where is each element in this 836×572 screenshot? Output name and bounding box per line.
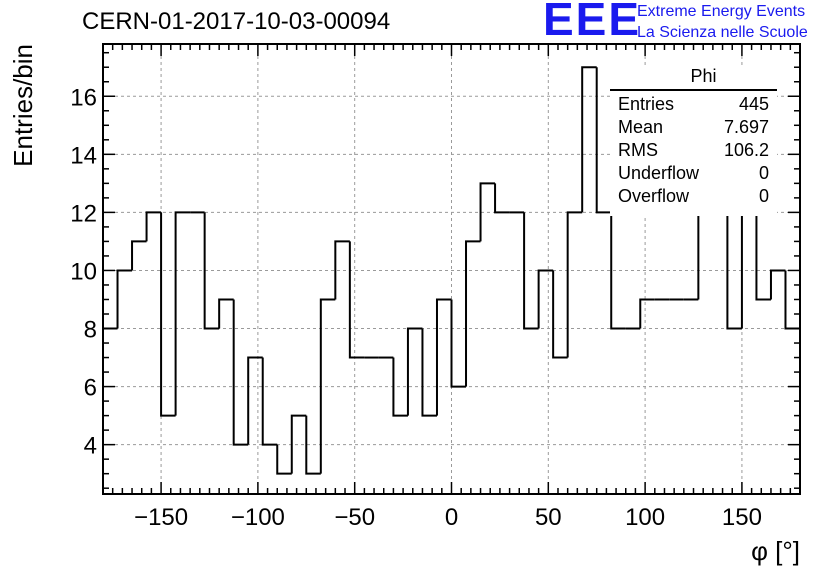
- y-axis-label: Entries/bin: [8, 44, 38, 167]
- histogram-bin: [421, 328, 437, 417]
- stats-row-label: Mean: [618, 117, 663, 137]
- y-tick-label: 8: [84, 317, 97, 344]
- histogram-bin: [450, 299, 467, 388]
- histogram-bin: [639, 298, 655, 329]
- stats-row-value: 0: [759, 186, 769, 206]
- x-tick-label: −50: [334, 504, 375, 531]
- chart-title: CERN-01-2017-10-03-00094: [82, 8, 391, 35]
- y-tick-label: 14: [70, 142, 97, 169]
- histogram-bin: [203, 212, 220, 330]
- histogram-bin: [160, 212, 176, 417]
- histogram-bin: [435, 298, 452, 416]
- x-tick-label: −150: [134, 504, 188, 531]
- histogram-bin: [218, 298, 234, 329]
- histogram-bin: [537, 269, 554, 329]
- histogram-bin: [247, 356, 263, 445]
- histogram-bin: [290, 414, 307, 474]
- y-tick-label: 16: [70, 84, 97, 111]
- stats-row-value: 0: [759, 163, 769, 183]
- histogram-bin: [334, 240, 350, 300]
- histogram-bin: [769, 269, 786, 300]
- histogram-bin: [319, 298, 336, 474]
- eee-logo-mark: EEE: [543, 0, 642, 45]
- histogram-bin: [116, 269, 133, 329]
- histogram-bin: [479, 182, 496, 242]
- x-tick-label: 0: [445, 504, 458, 531]
- histogram-bin: [348, 241, 365, 359]
- histogram-bin: [566, 211, 583, 358]
- stats-box-name: Phi: [690, 66, 716, 86]
- histogram-bin: [261, 357, 278, 446]
- axes: [102, 43, 801, 495]
- histogram-bin: [740, 211, 757, 329]
- x-tick-label: −100: [231, 504, 285, 531]
- x-tick-label: 150: [722, 504, 762, 531]
- histogram-bin: [581, 66, 597, 213]
- histogram-bin: [174, 211, 191, 416]
- x-tick-label: 100: [625, 504, 665, 531]
- histogram-bin: [276, 444, 292, 475]
- histogram-bin: [552, 270, 568, 359]
- histogram-bin: [305, 415, 321, 475]
- y-tick-label: 10: [70, 258, 97, 285]
- stats-box: Phi Entries 445 Mean 7.697 RMS 106.2 Underflow 0…: [610, 66, 777, 216]
- stats-row-value: 7.697: [724, 117, 769, 137]
- stats-row-label: Overflow: [618, 186, 690, 206]
- stats-row-label: Entries: [618, 94, 674, 114]
- histogram-bin: [523, 212, 539, 330]
- y-tick-label: 4: [84, 433, 97, 460]
- histogram-bin: [102, 327, 118, 494]
- axis-labels: −150 −100 −50 0 50 100 150 4 6 8 10 12 14 16 φ [°] Entr…: [8, 44, 800, 566]
- histogram-bin: [131, 240, 147, 271]
- x-axis-label: φ [°]: [751, 536, 800, 566]
- histogram-bin: [392, 357, 408, 417]
- stats-row-label: Underflow: [618, 163, 700, 183]
- histogram-bin: [465, 240, 481, 387]
- stats-row-value: 445: [739, 94, 769, 114]
- y-tick-label: 6: [84, 375, 97, 402]
- y-tick-label: 12: [70, 200, 97, 227]
- histogram-bin: [406, 327, 423, 416]
- histogram-bin: [494, 183, 510, 214]
- histogram-bin: [232, 299, 249, 446]
- stats-row-label: RMS: [618, 140, 658, 160]
- stats-row-value: 106.2: [724, 140, 769, 160]
- histogram-bin: [595, 67, 612, 214]
- histogram-bin: [610, 212, 626, 330]
- eee-logo: EEE Extreme Energy Events La Scienza nel…: [543, 0, 833, 46]
- histogram-bin: [726, 183, 742, 330]
- logo-line-1: Extreme Energy Events: [637, 3, 806, 20]
- histogram-bin: [755, 212, 771, 301]
- x-tick-label: 50: [535, 504, 562, 531]
- logo-line-2: La Scienza nelle Scuole: [637, 24, 808, 41]
- histogram-bin: [145, 211, 162, 242]
